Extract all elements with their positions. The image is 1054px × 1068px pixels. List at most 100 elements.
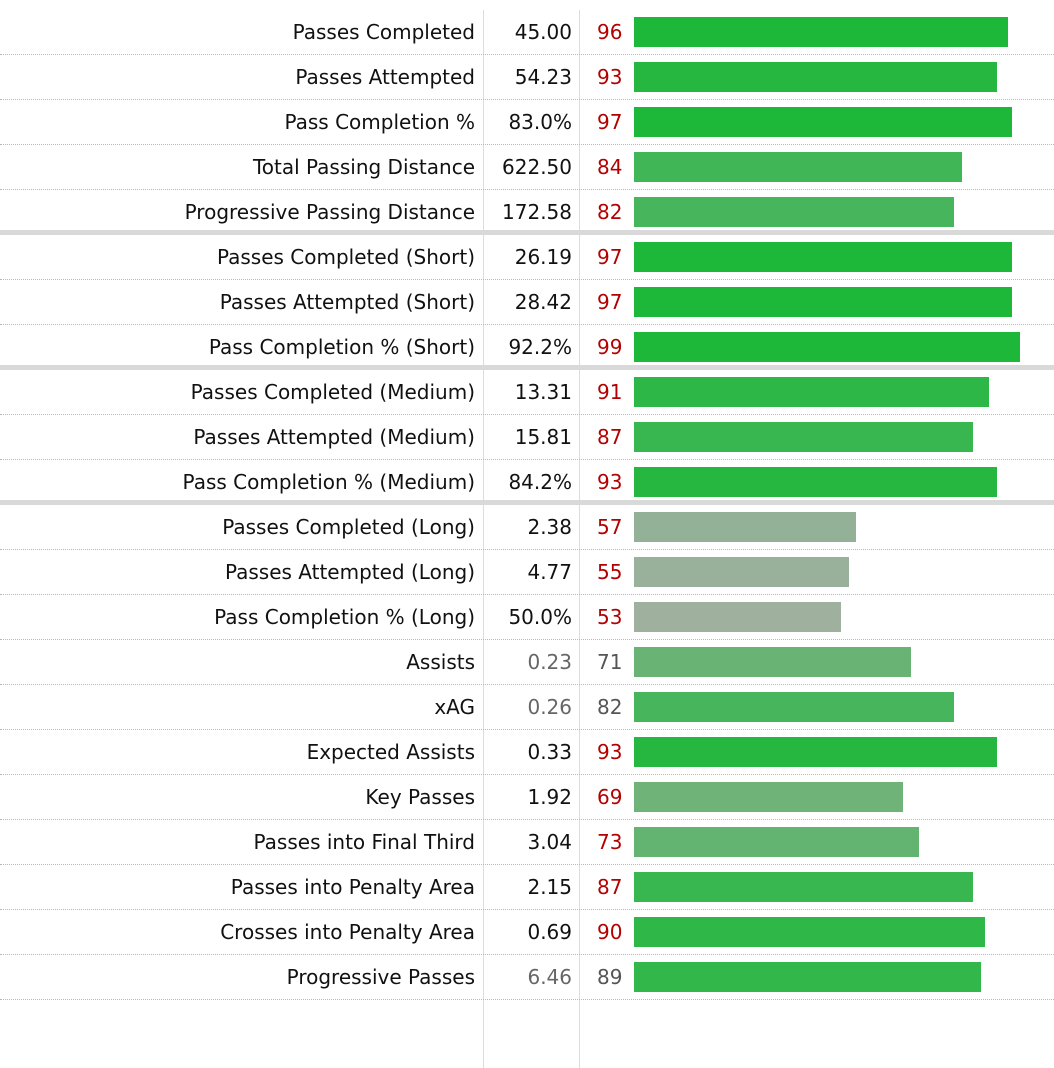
stat-label: Passes into Final Third xyxy=(253,830,475,854)
stat-row: Passes Completed (Medium) 13.31 91 xyxy=(0,370,1054,415)
stat-percentile: 99 xyxy=(597,335,623,359)
percentile-bar xyxy=(634,62,997,92)
stat-row: Passes into Final Third 3.04 73 xyxy=(0,820,1054,865)
stat-percentile: 87 xyxy=(597,875,623,899)
stat-label: Key Passes xyxy=(365,785,475,809)
stat-value: 622.50 xyxy=(502,155,572,179)
stat-percentile: 71 xyxy=(597,650,623,674)
stat-percentile: 96 xyxy=(597,20,623,44)
percentile-bar xyxy=(634,17,1008,47)
stat-value: 45.00 xyxy=(514,20,572,44)
stat-row: Passes into Penalty Area 2.15 87 xyxy=(0,865,1054,910)
percentile-bar xyxy=(634,737,997,767)
stat-value: 1.92 xyxy=(527,785,572,809)
percentile-bar xyxy=(634,512,856,542)
stat-percentile: 90 xyxy=(597,920,623,944)
column-divider-left xyxy=(483,10,484,1068)
stat-row: Passes Attempted (Medium) 15.81 87 xyxy=(0,415,1054,460)
stat-row: Passes Attempted (Short) 28.42 97 xyxy=(0,280,1054,325)
stat-label: Passes Attempted (Medium) xyxy=(193,425,475,449)
stat-label: Passes Attempted (Short) xyxy=(219,290,475,314)
stat-value: 4.77 xyxy=(527,560,572,584)
stat-label: Progressive Passing Distance xyxy=(184,200,475,224)
stat-value: 50.0% xyxy=(508,605,572,629)
stat-row: Crosses into Penalty Area 0.69 90 xyxy=(0,910,1054,955)
stat-value: 0.69 xyxy=(527,920,572,944)
percentile-bar xyxy=(634,557,849,587)
percentile-bar xyxy=(634,647,911,677)
stat-percentile: 69 xyxy=(597,785,623,809)
stat-row: Expected Assists 0.33 93 xyxy=(0,730,1054,775)
stat-percentile: 84 xyxy=(597,155,623,179)
stat-percentile: 73 xyxy=(597,830,623,854)
stat-row: Progressive Passing Distance 172.58 82 xyxy=(0,190,1054,235)
stat-value: 172.58 xyxy=(502,200,572,224)
percentile-bar xyxy=(634,152,962,182)
stat-percentile: 82 xyxy=(597,695,623,719)
stat-value: 13.31 xyxy=(514,380,572,404)
stat-label: Passes Attempted xyxy=(295,65,475,89)
stat-percentile: 93 xyxy=(597,65,623,89)
stat-value: 26.19 xyxy=(514,245,572,269)
stat-label: Crosses into Penalty Area xyxy=(220,920,475,944)
stat-label: Passes Completed (Medium) xyxy=(190,380,475,404)
stat-value: 84.2% xyxy=(508,470,572,494)
stat-label: Passes Completed xyxy=(292,20,475,44)
column-divider-right xyxy=(579,10,580,1068)
percentile-bar xyxy=(634,242,1012,272)
stat-percentile: 93 xyxy=(597,470,623,494)
stat-row: xAG 0.26 82 xyxy=(0,685,1054,730)
stat-label: Passes Completed (Short) xyxy=(216,245,475,269)
stat-value: 0.33 xyxy=(527,740,572,764)
stat-label: Pass Completion % xyxy=(284,110,475,134)
percentile-bar xyxy=(634,197,954,227)
stat-value: 0.23 xyxy=(527,650,572,674)
stat-label: Expected Assists xyxy=(306,740,475,764)
stat-percentile: 97 xyxy=(597,110,623,134)
percentile-bar xyxy=(634,872,973,902)
stat-label: Pass Completion % (Long) xyxy=(214,605,475,629)
percentile-bar xyxy=(634,422,973,452)
stat-label: Progressive Passes xyxy=(286,965,475,989)
percentile-bar xyxy=(634,287,1012,317)
stat-percentile: 97 xyxy=(597,290,623,314)
stat-label: Assists xyxy=(406,650,475,674)
stat-percentile: 97 xyxy=(597,245,623,269)
stat-percentile: 87 xyxy=(597,425,623,449)
percentile-bar xyxy=(634,332,1020,362)
percentile-bar xyxy=(634,107,1012,137)
stat-percentile: 89 xyxy=(597,965,623,989)
stat-value: 6.46 xyxy=(527,965,572,989)
stat-percentile: 57 xyxy=(597,515,623,539)
stat-row: Passes Completed 45.00 96 xyxy=(0,10,1054,55)
stat-value: 92.2% xyxy=(508,335,572,359)
percentile-bar xyxy=(634,692,954,722)
stat-label: Total Passing Distance xyxy=(252,155,475,179)
stat-label: Passes Attempted (Long) xyxy=(224,560,475,584)
stat-row: Passes Completed (Short) 26.19 97 xyxy=(0,235,1054,280)
stat-label: Passes Completed (Long) xyxy=(222,515,475,539)
stat-value: 2.15 xyxy=(527,875,572,899)
stats-rows: Passes Completed 45.00 96 Passes Attempted 5… xyxy=(0,10,1054,1000)
stat-percentile: 55 xyxy=(597,560,623,584)
stat-row: Pass Completion % (Medium) 84.2% 93 xyxy=(0,460,1054,505)
stat-label: Passes into Penalty Area xyxy=(230,875,475,899)
stat-percentile: 53 xyxy=(597,605,623,629)
stat-value: 0.26 xyxy=(527,695,572,719)
stat-row: Pass Completion % (Long) 50.0% 53 xyxy=(0,595,1054,640)
stat-value: 28.42 xyxy=(514,290,572,314)
stat-row: Passes Completed (Long) 2.38 57 xyxy=(0,505,1054,550)
stat-row: Key Passes 1.92 69 xyxy=(0,775,1054,820)
stat-row: Progressive Passes 6.46 89 xyxy=(0,955,1054,1000)
percentile-bar xyxy=(634,782,903,812)
stat-label: xAG xyxy=(434,695,475,719)
percentile-bar xyxy=(634,917,985,947)
percentile-bar xyxy=(634,467,997,497)
stat-row: Pass Completion % (Short) 92.2% 99 xyxy=(0,325,1054,370)
percentile-bar xyxy=(634,602,841,632)
stat-row: Passes Attempted 54.23 93 xyxy=(0,55,1054,100)
percentile-bar xyxy=(634,377,989,407)
percentile-stats-table: Passes Completed 45.00 96 Passes Attempted 5… xyxy=(0,10,1054,1068)
stat-value: 15.81 xyxy=(514,425,572,449)
stat-percentile: 91 xyxy=(597,380,623,404)
